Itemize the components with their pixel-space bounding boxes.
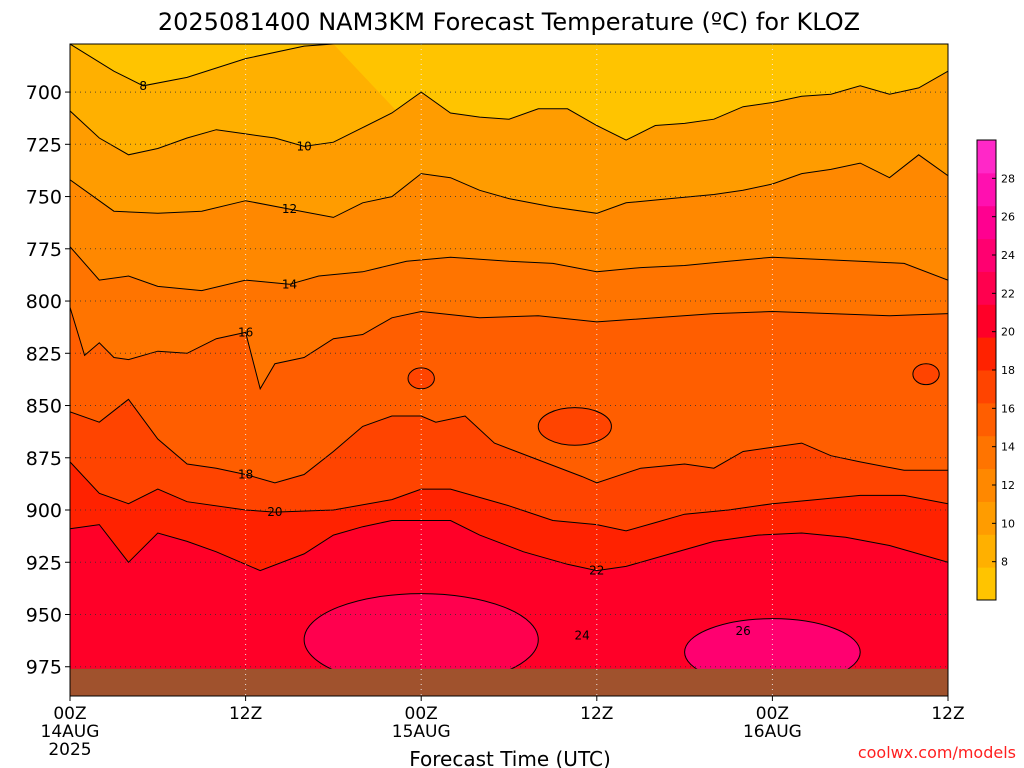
colorbar-label-24: 24 bbox=[1001, 249, 1015, 262]
contour-line-14 bbox=[70, 246, 948, 292]
colorbar-cell-5 bbox=[977, 402, 996, 437]
svg-text:14: 14 bbox=[282, 277, 297, 291]
colorbar-label-16: 16 bbox=[1001, 402, 1015, 415]
svg-text:10: 10 bbox=[296, 139, 311, 153]
contour-label-10: 10 bbox=[296, 139, 311, 153]
colorbar-label-26: 26 bbox=[1001, 211, 1015, 224]
x-tick-label-1: 12Z bbox=[229, 704, 262, 724]
terrain-ground bbox=[70, 668, 948, 696]
colorbar-cell-4 bbox=[977, 435, 996, 470]
x-tick-label-4: 00Z bbox=[756, 704, 789, 724]
colorbar-cell-11 bbox=[977, 205, 996, 240]
contour-island-18 bbox=[912, 363, 940, 386]
y-tick-label-875: 875 bbox=[26, 448, 62, 470]
colorbar-label-22: 22 bbox=[1001, 287, 1015, 300]
colorbar-cell-10 bbox=[977, 238, 996, 272]
svg-text:24: 24 bbox=[575, 628, 590, 642]
x-tick-sublabel-0-0: 14AUG bbox=[41, 722, 100, 742]
colorbar-cell-3 bbox=[977, 468, 996, 502]
y-tick-label-800: 800 bbox=[26, 291, 62, 313]
y-tick-label-700: 700 bbox=[26, 82, 62, 104]
y-tick-label-750: 750 bbox=[26, 187, 62, 209]
contour-line-20 bbox=[70, 461, 948, 532]
svg-text:12: 12 bbox=[282, 202, 297, 216]
svg-text:8: 8 bbox=[139, 79, 147, 93]
colorbar-label-10: 10 bbox=[1001, 517, 1015, 530]
contour-label-26: 26 bbox=[735, 624, 750, 638]
y-tick-label-725: 725 bbox=[26, 134, 62, 156]
colorbar-label-20: 20 bbox=[1001, 326, 1015, 339]
colorbar-cell-2 bbox=[977, 501, 996, 535]
colorbar-label-8: 8 bbox=[1001, 556, 1008, 569]
colorbar-cell-8 bbox=[977, 304, 996, 338]
colorbar-label-14: 14 bbox=[1001, 441, 1015, 454]
contour-label-12: 12 bbox=[282, 202, 297, 216]
colorbar-cell-9 bbox=[977, 271, 996, 305]
x-axis-label: Forecast Time (UTC) bbox=[409, 747, 611, 768]
svg-text:22: 22 bbox=[589, 564, 604, 578]
colorbar-cell-7 bbox=[977, 337, 996, 371]
svg-text:26: 26 bbox=[735, 624, 750, 638]
y-tick-label-925: 925 bbox=[26, 552, 62, 574]
colorbar-label-28: 28 bbox=[1001, 172, 1015, 185]
contour-island-18 bbox=[537, 407, 612, 446]
contour-line-10 bbox=[70, 70, 948, 156]
contour-line-12 bbox=[70, 154, 948, 218]
y-tick-label-775: 775 bbox=[26, 239, 62, 261]
contour-label-14: 14 bbox=[282, 277, 297, 291]
colorbar-label-18: 18 bbox=[1001, 364, 1015, 377]
axes: 70072575077580082585087590092595097500Z1… bbox=[26, 82, 965, 760]
contour-island-18 bbox=[407, 367, 435, 390]
x-tick-sublabel-0-1: 2025 bbox=[48, 740, 91, 760]
x-tick-sublabel-4-0: 16AUG bbox=[743, 722, 802, 742]
x-tick-label-3: 12Z bbox=[580, 704, 613, 724]
contour-line-8 bbox=[70, 44, 334, 87]
y-tick-label-975: 975 bbox=[26, 657, 62, 679]
contour-label-8: 8 bbox=[139, 79, 147, 93]
plot-frame bbox=[69, 43, 949, 697]
x-tick-label-2: 00Z bbox=[405, 704, 438, 724]
x-tick-label-0: 00Z bbox=[53, 704, 86, 724]
colorbar-cell-0 bbox=[977, 567, 996, 601]
contour-line-16 bbox=[70, 307, 948, 391]
y-tick-label-850: 850 bbox=[26, 396, 62, 418]
contour-label-16: 16 bbox=[238, 325, 253, 339]
contour-label-24: 24 bbox=[575, 628, 590, 642]
svg-text:16: 16 bbox=[238, 325, 253, 339]
contour-line-22 bbox=[70, 520, 948, 572]
colorbar-cell-1 bbox=[977, 534, 996, 568]
colorbar-cell-13 bbox=[977, 140, 996, 174]
contour-line-18 bbox=[70, 398, 948, 484]
chart-title: 2025081400 NAM3KM Forecast Temperature (… bbox=[158, 8, 860, 36]
x-tick-sublabel-2-0: 15AUG bbox=[392, 722, 451, 742]
watermark: coolwx.com/models bbox=[858, 743, 1016, 762]
colorbar: 8 10 12 14 16 18 20 22 24 26 28 bbox=[976, 139, 1015, 601]
colorbar-label-12: 12 bbox=[1001, 479, 1015, 492]
y-tick-label-950: 950 bbox=[26, 605, 62, 627]
colorbar-cell-12 bbox=[977, 172, 996, 207]
x-tick-label-5: 12Z bbox=[931, 704, 964, 724]
contour-label-22: 22 bbox=[589, 564, 604, 578]
y-tick-label-825: 825 bbox=[26, 343, 62, 365]
svg-text:20: 20 bbox=[267, 505, 282, 519]
contour-label-20: 20 bbox=[267, 505, 282, 519]
y-tick-label-900: 900 bbox=[26, 500, 62, 522]
colorbar-cell-6 bbox=[977, 370, 996, 404]
